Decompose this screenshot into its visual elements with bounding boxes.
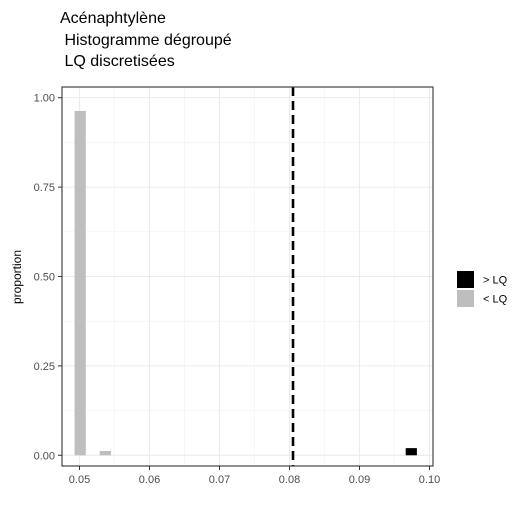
x-tick-label: 0.05: [69, 474, 90, 486]
chart-title-line-1: Acénaphtylène: [60, 10, 166, 27]
x-tick-label: 0.09: [349, 474, 370, 486]
legend-key-0: [457, 271, 474, 288]
x-tick-label: 0.08: [279, 474, 300, 486]
y-tick-label: 0.25: [34, 361, 55, 373]
x-axis: 0.05 0.06 0.07 0.08 0.09 0.10: [69, 466, 440, 486]
x-tick-label: 0.06: [139, 474, 160, 486]
legend: > LQ < LQ: [457, 271, 508, 307]
chart-title-line-3: LQ discretisées: [60, 53, 175, 70]
bar-series-1-0: [74, 110, 86, 456]
x-tick-label: 0.07: [209, 474, 230, 486]
y-tick-label: 0.00: [34, 450, 55, 462]
legend-label-0: > LQ: [483, 275, 508, 287]
y-tick-label: 0.75: [34, 182, 55, 194]
legend-label-1: < LQ: [483, 294, 508, 306]
x-tick-label: 0.10: [419, 474, 440, 486]
bar-series-1-1: [99, 450, 111, 456]
major-gridlines: [62, 87, 433, 466]
legend-key-1: [457, 290, 474, 307]
y-tick-label: 1.00: [34, 93, 55, 105]
y-axis: 0.00 0.25 0.50 0.75 1.00: [34, 93, 62, 462]
y-axis-label: proportion: [10, 250, 24, 304]
chart-title-line-2: Histogramme dégroupé: [60, 32, 232, 49]
y-tick-label: 0.50: [34, 272, 55, 284]
bar-series-0-0: [405, 448, 417, 456]
bars: [74, 110, 417, 456]
